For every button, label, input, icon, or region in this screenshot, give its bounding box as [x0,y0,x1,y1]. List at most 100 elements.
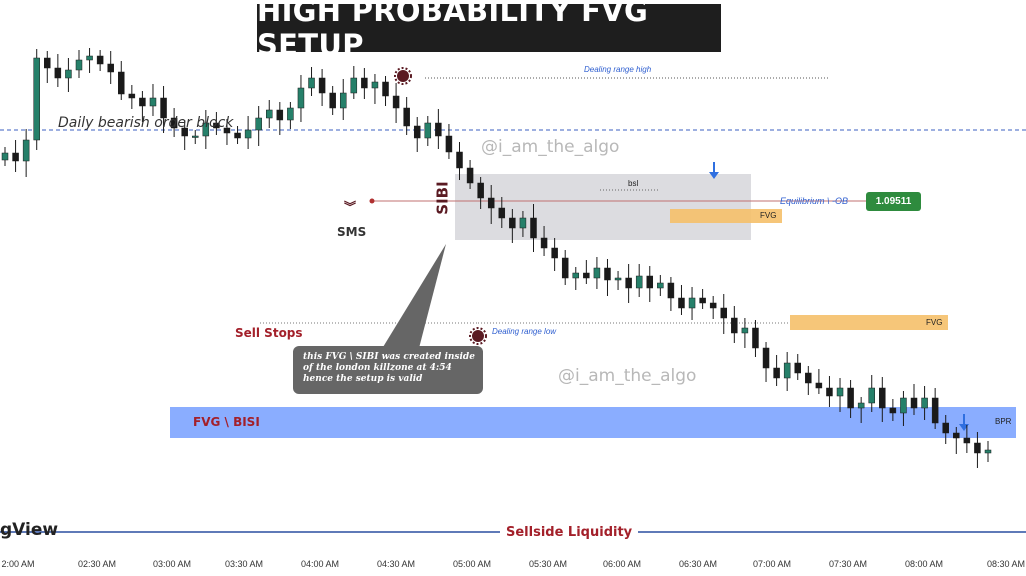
candle-body [371,81,379,89]
candle-body [762,347,770,369]
candle-body [794,362,801,374]
candle-body [392,95,400,109]
candle-body [741,327,749,334]
x-tick-label: 03:30 AM [224,559,264,569]
candle-body [22,139,30,162]
candle-body [202,122,210,137]
x-tick-label: 07:30 AM [828,559,868,569]
candle-body [984,449,992,454]
candle-body [255,117,262,131]
candle-body [836,387,844,397]
candle-body [445,135,453,153]
candle-body [276,109,284,121]
dealing-high-marker [394,67,412,85]
candle-body [826,387,833,397]
candlestick-series [1,48,992,468]
candle-body [1,152,9,161]
x-tick-label: 04:00 AM [300,559,340,569]
candle-body [234,132,241,139]
candle-body [635,275,643,289]
candle-body [86,55,93,61]
candle-body [477,182,484,199]
candle-body [265,109,273,119]
brand-logo-text: gView [0,520,59,540]
bsl-label: bsl [628,179,639,188]
dealing-low-marker [469,327,487,345]
candle-body [118,71,125,95]
candle-body [889,407,897,414]
bisi-blue-zone [170,407,1016,438]
candle-body [857,402,865,409]
bpr-label: BPR [995,417,1012,426]
candle-body [953,432,960,439]
daily-ob-label: Daily bearish order block [58,115,234,131]
candle-body [847,387,854,409]
candle-body [54,67,62,79]
chart-title-box: HIGH PROBABILITY FVG SETUP [257,0,721,62]
candle-body [572,272,580,279]
fvg-label-2: FVG [926,318,943,327]
candle-body [170,117,178,129]
candle-body [604,267,611,281]
down-arrow-icon-1 [709,162,719,179]
x-tick-label: 06:00 AM [602,559,642,569]
double-chevron-down-icon: ︾ [344,200,357,214]
candle-body [223,127,231,134]
fvg-bisi-label: FVG \ BISI [193,415,260,429]
candle-body [868,387,875,404]
candle-body [192,135,199,138]
candle-body [12,152,19,162]
x-tick-label: 2:00 AM [1,559,35,569]
candle-body [593,267,601,279]
equilibrium-price-badge: 1.09511 [866,192,921,211]
candle-body [65,69,72,79]
watermark-1: @i_am_the_algo [481,137,620,157]
dealing-high-label: Dealing range high [584,65,652,74]
candle-body [540,237,548,249]
candle-body [657,282,664,289]
candle-body [942,422,949,434]
candle-body [551,247,558,259]
candle-body [350,77,358,94]
sibi-label: SIBI [433,181,452,215]
sms-label: SMS [337,225,367,239]
candle-body [974,442,981,454]
candle-body [339,92,347,109]
candle-body [773,367,780,379]
candle-body [614,277,622,281]
equilibrium-dot [369,198,375,204]
sibi-gray-zone [455,174,751,240]
x-tick-label: 07:00 AM [752,559,792,569]
x-tick-label: 08:30 AM [986,559,1026,569]
candle-body [498,207,506,219]
candle-body [149,97,157,107]
candle-body [900,397,907,414]
candle-body [287,107,294,121]
candle-body [181,127,188,137]
candle-body [805,372,812,384]
candle-body [33,57,40,141]
candle-body [487,197,495,209]
candle-body [731,317,738,334]
candle-body [931,397,939,424]
candle-body [720,307,728,319]
candle-body [709,302,717,309]
candle-body [646,275,654,289]
dealing-low-label: Dealing range low [492,327,557,336]
candle-body [160,97,167,119]
x-tick-label: 03:00 AM [152,559,192,569]
x-tick-label: 04:30 AM [376,559,416,569]
x-tick-label: 02:30 AM [77,559,117,569]
candle-body [424,122,432,139]
candle-body [413,125,421,139]
candle-body [530,217,537,239]
candle-body [297,87,305,109]
fvg-orange-zone-2 [790,315,948,330]
candle-body [625,277,632,289]
candle-body [329,92,336,109]
candle-body [561,257,569,279]
candle-body [466,167,474,184]
candle-body [678,297,685,309]
candle-body [583,272,590,279]
